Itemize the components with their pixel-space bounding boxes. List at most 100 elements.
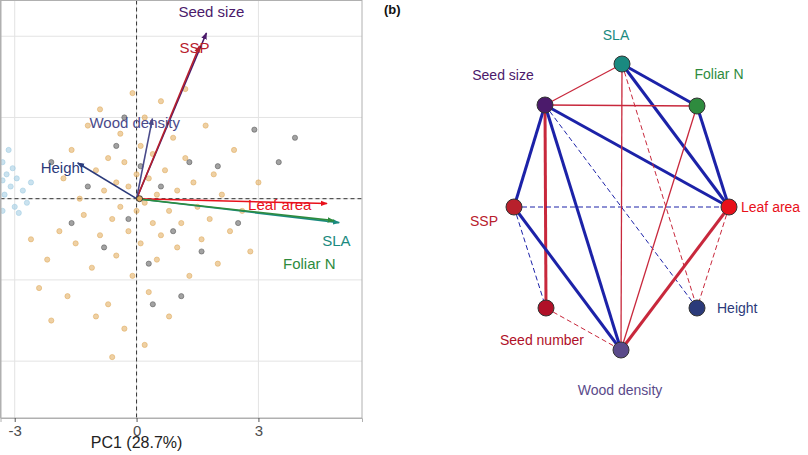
edge <box>621 207 729 350</box>
x-tick: -3 <box>9 418 22 439</box>
x-tick-label: 3 <box>255 422 263 439</box>
loading-arrows <box>78 33 340 223</box>
point <box>69 147 74 152</box>
point <box>61 176 66 181</box>
x-tick: 3 <box>255 418 263 439</box>
marks <box>1 33 340 360</box>
node-label: Foliar N <box>694 66 743 82</box>
point-series <box>1 147 34 215</box>
point <box>256 180 261 185</box>
x-axis-title: PC1 (28.7%) <box>91 434 183 451</box>
point <box>150 302 155 307</box>
point <box>45 257 50 262</box>
point <box>126 216 131 221</box>
point <box>276 160 281 165</box>
figure: Seed sizeSSPWood densityHeightLeaf areaS… <box>0 0 808 455</box>
point <box>134 172 139 177</box>
node-label: Seed size <box>472 67 534 83</box>
plot-background <box>1 1 363 419</box>
point <box>101 245 106 250</box>
point <box>146 176 151 181</box>
edge <box>622 64 729 207</box>
point <box>236 220 241 225</box>
point <box>158 99 163 104</box>
point <box>158 233 163 238</box>
loading-label: Foliar N <box>283 255 336 272</box>
point <box>191 180 196 185</box>
point <box>77 196 82 201</box>
point <box>14 176 19 181</box>
node-label: Height <box>717 300 758 316</box>
edge <box>545 105 697 106</box>
point <box>162 168 167 173</box>
point-series <box>28 86 261 359</box>
point <box>110 354 115 359</box>
edge <box>545 64 622 105</box>
x-axis-line <box>1 419 363 423</box>
node-label: Leaf area <box>741 199 800 215</box>
y-axis <box>0 1 2 419</box>
grid-line-y <box>1 36 363 37</box>
point <box>97 107 102 112</box>
point <box>146 261 151 266</box>
point <box>179 294 184 299</box>
point <box>36 285 41 290</box>
panel-a: Seed sizeSSPWood densityHeightLeaf areaS… <box>0 1 362 452</box>
point <box>10 166 15 171</box>
point <box>203 123 208 128</box>
point <box>4 172 9 177</box>
point <box>175 245 180 250</box>
edge <box>621 106 697 350</box>
point <box>114 180 119 185</box>
point <box>85 184 90 189</box>
node-label: Seed number <box>500 332 584 348</box>
point <box>142 342 147 347</box>
point <box>215 261 220 266</box>
point <box>211 172 216 177</box>
point <box>187 273 192 278</box>
nodes: SLAFoliar NLeaf areaHeightWood densitySe… <box>470 27 800 398</box>
grid-line-y <box>1 279 363 280</box>
loading-label: SLA <box>322 232 350 249</box>
point <box>65 294 70 299</box>
edge <box>621 64 622 350</box>
point <box>199 249 204 254</box>
point <box>154 192 159 197</box>
point <box>126 229 131 234</box>
edge <box>622 64 697 106</box>
point <box>28 237 33 242</box>
point <box>114 253 119 258</box>
reference-lines <box>1 1 363 419</box>
edge <box>697 207 729 308</box>
node <box>537 97 553 113</box>
point <box>8 184 13 189</box>
point <box>89 265 94 270</box>
point <box>292 135 297 140</box>
point <box>2 192 7 197</box>
point <box>171 135 176 140</box>
edge <box>545 105 546 308</box>
origin-dot <box>137 196 143 202</box>
x-tick-label: -3 <box>9 422 22 439</box>
point <box>106 302 111 307</box>
point <box>126 184 131 189</box>
point <box>49 318 54 323</box>
y-axis-line <box>1 1 2 419</box>
point <box>154 257 159 262</box>
point <box>6 147 11 152</box>
point <box>130 90 135 95</box>
point <box>231 147 236 152</box>
point <box>175 188 180 193</box>
loading-label: Leaf area <box>248 196 312 213</box>
point <box>114 143 119 148</box>
point <box>81 212 86 217</box>
point <box>122 160 127 165</box>
node-label: SSP <box>470 213 498 229</box>
grid-line-y <box>1 117 363 118</box>
edge <box>514 105 545 207</box>
loading-label: Height <box>41 159 85 176</box>
node <box>506 199 522 215</box>
point <box>106 155 111 160</box>
panel-b: (b)SLAFoliar NLeaf areaHeightWood densit… <box>384 2 800 398</box>
loading-label: SSP <box>180 39 210 56</box>
